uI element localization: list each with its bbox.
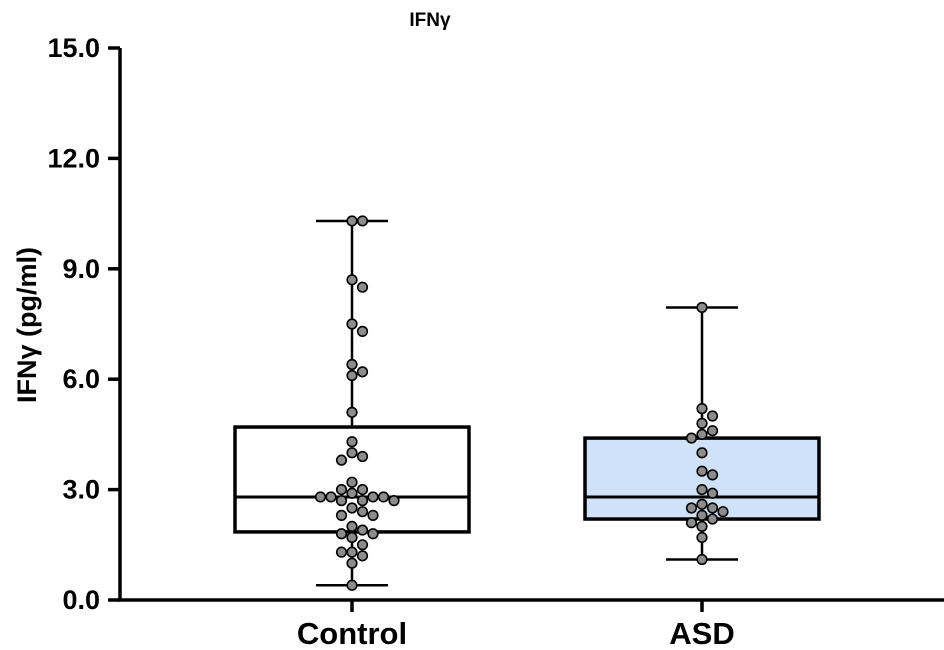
data-point: [346, 436, 358, 448]
data-point: [346, 215, 358, 227]
data-point: [706, 425, 719, 437]
data-point: [377, 491, 390, 503]
data-point: [367, 528, 379, 540]
data-point: [356, 281, 369, 293]
x-axis-labels: Control ASD: [297, 600, 735, 650]
data-point: [356, 550, 369, 562]
data-point: [346, 447, 358, 459]
data-point: [706, 487, 719, 499]
data-point: [346, 369, 358, 382]
data-point: [696, 301, 708, 314]
data-point: [335, 509, 348, 521]
data-point: [717, 506, 729, 518]
data-point: [356, 450, 369, 463]
data-point: [696, 498, 708, 510]
x-tick-label: ASD: [669, 616, 734, 650]
data-point: [356, 506, 369, 518]
data-point: [314, 491, 327, 503]
data-point: [335, 528, 348, 540]
data-point: [706, 502, 719, 514]
data-point: [356, 215, 369, 227]
data-point: [346, 487, 358, 499]
data-point: [325, 491, 337, 503]
data-point: [696, 447, 708, 459]
box-group-asd: [583, 301, 821, 566]
data-point: [335, 495, 348, 507]
data-point: [346, 531, 358, 544]
data-point: [356, 539, 369, 551]
data-point: [346, 579, 358, 591]
y-tick-label: 6.0: [62, 364, 100, 394]
y-tick-label: 3.0: [62, 475, 100, 505]
data-point: [696, 509, 708, 521]
data-point: [356, 366, 369, 378]
box-group-control: [233, 215, 471, 591]
data-point: [685, 432, 698, 444]
data-point: [388, 495, 400, 507]
data-point: [706, 410, 719, 422]
y-axis-ticks: 0.0 3.0 6.0 9.0 12.0 15.0: [47, 33, 120, 615]
data-point: [335, 546, 348, 558]
data-point: [696, 403, 708, 415]
y-tick-label: 0.0: [62, 585, 100, 615]
data-point: [346, 476, 358, 488]
y-tick-label: 9.0: [62, 254, 100, 284]
data-point: [346, 318, 358, 330]
data-point: [356, 484, 369, 496]
data-point: [696, 428, 708, 441]
data-point: [335, 454, 348, 466]
data-point: [696, 531, 708, 544]
data-point: [346, 274, 358, 286]
data-point: [346, 358, 358, 371]
data-point: [346, 502, 358, 514]
data-point: [346, 406, 358, 418]
data-point: [367, 509, 379, 521]
data-point: [346, 520, 358, 533]
data-point: [685, 502, 698, 514]
data-point: [356, 524, 369, 536]
data-point: [696, 520, 708, 533]
data-point: [706, 513, 719, 525]
data-point: [367, 491, 379, 503]
chart-title: IFNγ: [409, 10, 451, 31]
y-tick-label: 15.0: [47, 33, 100, 63]
data-point: [685, 517, 698, 529]
data-point: [346, 557, 358, 569]
data-point: [696, 484, 708, 496]
data-point: [335, 484, 348, 496]
data-point: [706, 469, 719, 481]
data-point: [696, 553, 708, 566]
y-tick-label: 12.0: [47, 143, 100, 173]
box-groups: [233, 215, 821, 591]
x-tick-label: Control: [297, 616, 407, 650]
data-point: [696, 465, 708, 477]
data-point: [346, 546, 358, 558]
y-axis-label: IFNγ (pg/ml): [12, 247, 42, 403]
data-point: [696, 417, 708, 429]
data-point: [356, 325, 369, 337]
data-point: [356, 495, 369, 507]
